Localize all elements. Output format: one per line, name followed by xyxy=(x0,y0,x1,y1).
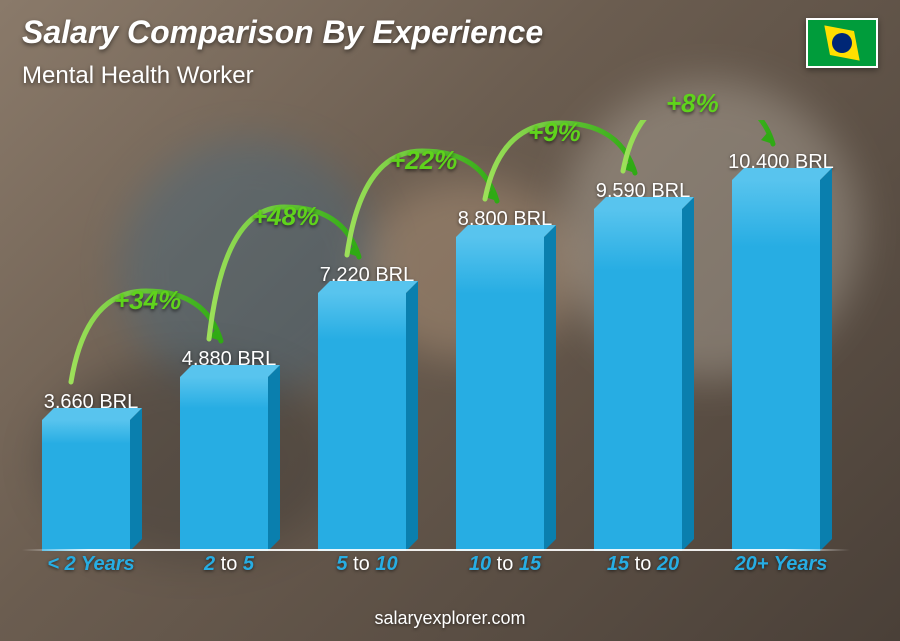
x-axis-labels: < 2 Years2 to 55 to 1010 to 1515 to 2020… xyxy=(22,553,850,581)
bar-slot: 9,590 BRL xyxy=(574,90,712,551)
bar-front-face xyxy=(318,293,406,551)
x-axis-category-label: 2 to 5 xyxy=(160,553,298,581)
bar-3d xyxy=(732,180,830,551)
x-axis-category-label: 10 to 15 xyxy=(436,553,574,581)
source-footer: salaryexplorer.com xyxy=(0,608,900,629)
bar-front-face xyxy=(732,180,820,551)
bar-top-face xyxy=(42,408,142,420)
bar-front-face xyxy=(456,237,544,551)
bar-slot: 8,800 BRL xyxy=(436,90,574,551)
bars-container: 3,660 BRL4,880 BRL7,220 BRL8,800 BRL9,59… xyxy=(22,90,850,551)
bar-side-face xyxy=(820,168,832,551)
bar-side-face xyxy=(682,197,694,551)
chart-title: Salary Comparison By Experience xyxy=(22,14,543,51)
bar-side-face xyxy=(406,281,418,551)
flag-brazil-icon xyxy=(806,18,878,68)
bar-slot: 10,400 BRL xyxy=(712,90,850,551)
bar-slot: 3,660 BRL xyxy=(22,90,160,551)
bar-3d xyxy=(456,237,554,551)
x-axis-category-label: 20+ Years xyxy=(712,553,850,581)
bar-side-face xyxy=(544,225,556,551)
bar-top-face xyxy=(732,168,832,180)
bar-side-face xyxy=(130,408,142,551)
bar-chart: +34%+48%+22%+9%+8% 3,660 BRL4,880 BRL7,2… xyxy=(22,120,850,581)
bar-top-face xyxy=(594,197,694,209)
bar-top-face xyxy=(456,225,556,237)
baseline-rule xyxy=(22,549,850,551)
bar-front-face xyxy=(42,420,130,551)
infographic-stage: Salary Comparison By Experience Mental H… xyxy=(0,0,900,641)
chart-subtitle: Mental Health Worker xyxy=(22,62,254,90)
bar-front-face xyxy=(594,209,682,551)
bar-3d xyxy=(594,209,692,551)
bar-top-face xyxy=(318,281,418,293)
x-axis-category-label: 5 to 10 xyxy=(298,553,436,581)
bar-3d xyxy=(318,293,416,551)
bar-3d xyxy=(180,377,278,551)
bar-slot: 7,220 BRL xyxy=(298,90,436,551)
bar-top-face xyxy=(180,365,280,377)
x-axis-category-label: < 2 Years xyxy=(22,553,160,581)
bar-front-face xyxy=(180,377,268,551)
bar-slot: 4,880 BRL xyxy=(160,90,298,551)
x-axis-category-label: 15 to 20 xyxy=(574,553,712,581)
bar-side-face xyxy=(268,365,280,551)
bar-3d xyxy=(42,420,140,551)
